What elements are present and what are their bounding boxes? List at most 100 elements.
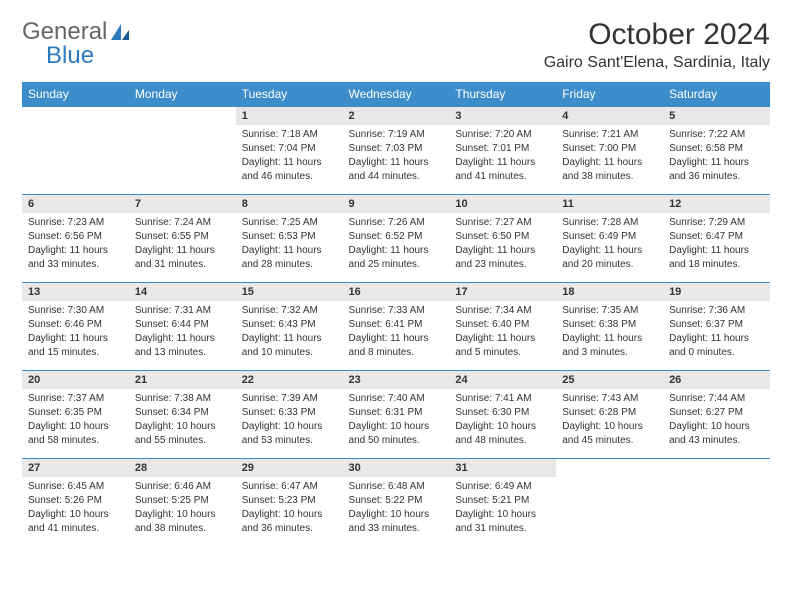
daylight-text-1: Daylight: 10 hours <box>135 508 230 522</box>
sunset-text: Sunset: 5:25 PM <box>135 494 230 508</box>
sunrise-text: Sunrise: 6:48 AM <box>349 480 444 494</box>
sunrise-text: Sunrise: 7:39 AM <box>242 392 337 406</box>
sunset-text: Sunset: 7:04 PM <box>242 142 337 156</box>
sunrise-text: Sunrise: 7:35 AM <box>562 304 657 318</box>
daylight-text-2: and 41 minutes. <box>28 522 123 536</box>
day-number: 22 <box>236 371 343 390</box>
sunrise-text: Sunrise: 7:32 AM <box>242 304 337 318</box>
day-number: 11 <box>556 195 663 214</box>
daylight-text-2: and 44 minutes. <box>349 170 444 184</box>
day-cell: Sunrise: 7:21 AMSunset: 7:00 PMDaylight:… <box>556 125 663 195</box>
daylight-text-2: and 18 minutes. <box>669 258 764 272</box>
day-cell: Sunrise: 6:45 AMSunset: 5:26 PMDaylight:… <box>22 477 129 546</box>
weekday-header: Monday <box>129 82 236 107</box>
daylight-text-1: Daylight: 10 hours <box>349 508 444 522</box>
day-data-row: Sunrise: 6:45 AMSunset: 5:26 PMDaylight:… <box>22 477 770 546</box>
day-cell <box>129 125 236 195</box>
weekday-header: Friday <box>556 82 663 107</box>
month-title: October 2024 <box>544 18 770 52</box>
day-number: 2 <box>343 107 450 126</box>
day-cell: Sunrise: 7:44 AMSunset: 6:27 PMDaylight:… <box>663 389 770 459</box>
sunrise-text: Sunrise: 7:27 AM <box>455 216 550 230</box>
daylight-text-2: and 46 minutes. <box>242 170 337 184</box>
daylight-text-2: and 5 minutes. <box>455 346 550 360</box>
sunset-text: Sunset: 6:30 PM <box>455 406 550 420</box>
daylight-text-1: Daylight: 10 hours <box>455 420 550 434</box>
sunrise-text: Sunrise: 7:38 AM <box>135 392 230 406</box>
sunrise-text: Sunrise: 7:41 AM <box>455 392 550 406</box>
day-cell: Sunrise: 7:36 AMSunset: 6:37 PMDaylight:… <box>663 301 770 371</box>
daylight-text-1: Daylight: 11 hours <box>562 332 657 346</box>
sunset-text: Sunset: 6:28 PM <box>562 406 657 420</box>
sunrise-text: Sunrise: 7:28 AM <box>562 216 657 230</box>
day-cell: Sunrise: 6:49 AMSunset: 5:21 PMDaylight:… <box>449 477 556 546</box>
day-number: 7 <box>129 195 236 214</box>
day-number <box>22 107 129 126</box>
daylight-text-2: and 38 minutes. <box>562 170 657 184</box>
sunrise-text: Sunrise: 7:31 AM <box>135 304 230 318</box>
sunrise-text: Sunrise: 7:21 AM <box>562 128 657 142</box>
sunrise-text: Sunrise: 6:45 AM <box>28 480 123 494</box>
daylight-text-1: Daylight: 10 hours <box>242 508 337 522</box>
daylight-text-1: Daylight: 10 hours <box>135 420 230 434</box>
daylight-text-1: Daylight: 10 hours <box>562 420 657 434</box>
day-number <box>663 459 770 478</box>
day-cell: Sunrise: 7:28 AMSunset: 6:49 PMDaylight:… <box>556 213 663 283</box>
day-number-row: 2728293031 <box>22 459 770 478</box>
day-number: 9 <box>343 195 450 214</box>
daylight-text-1: Daylight: 11 hours <box>455 244 550 258</box>
daylight-text-1: Daylight: 11 hours <box>28 244 123 258</box>
sunrise-text: Sunrise: 6:46 AM <box>135 480 230 494</box>
day-cell: Sunrise: 7:24 AMSunset: 6:55 PMDaylight:… <box>129 213 236 283</box>
daylight-text-1: Daylight: 11 hours <box>242 156 337 170</box>
sunset-text: Sunset: 5:23 PM <box>242 494 337 508</box>
sunrise-text: Sunrise: 7:34 AM <box>455 304 550 318</box>
sunset-text: Sunset: 6:49 PM <box>562 230 657 244</box>
day-cell: Sunrise: 7:20 AMSunset: 7:01 PMDaylight:… <box>449 125 556 195</box>
daylight-text-1: Daylight: 10 hours <box>455 508 550 522</box>
sunset-text: Sunset: 6:33 PM <box>242 406 337 420</box>
daylight-text-1: Daylight: 11 hours <box>28 332 123 346</box>
weekday-header: Wednesday <box>343 82 450 107</box>
weekday-header: Tuesday <box>236 82 343 107</box>
day-cell <box>556 477 663 546</box>
sunset-text: Sunset: 6:27 PM <box>669 406 764 420</box>
daylight-text-2: and 28 minutes. <box>242 258 337 272</box>
daylight-text-1: Daylight: 11 hours <box>242 332 337 346</box>
day-number: 13 <box>22 283 129 302</box>
sunset-text: Sunset: 6:46 PM <box>28 318 123 332</box>
sunset-text: Sunset: 6:31 PM <box>349 406 444 420</box>
day-cell: Sunrise: 7:37 AMSunset: 6:35 PMDaylight:… <box>22 389 129 459</box>
daylight-text-2: and 13 minutes. <box>135 346 230 360</box>
sunset-text: Sunset: 7:00 PM <box>562 142 657 156</box>
day-number: 20 <box>22 371 129 390</box>
sunrise-text: Sunrise: 7:30 AM <box>28 304 123 318</box>
day-cell: Sunrise: 7:33 AMSunset: 6:41 PMDaylight:… <box>343 301 450 371</box>
daylight-text-1: Daylight: 11 hours <box>669 244 764 258</box>
day-number-row: 20212223242526 <box>22 371 770 390</box>
sunset-text: Sunset: 6:47 PM <box>669 230 764 244</box>
day-cell: Sunrise: 7:29 AMSunset: 6:47 PMDaylight:… <box>663 213 770 283</box>
sunset-text: Sunset: 6:53 PM <box>242 230 337 244</box>
day-number: 8 <box>236 195 343 214</box>
sunset-text: Sunset: 5:22 PM <box>349 494 444 508</box>
day-number: 1 <box>236 107 343 126</box>
day-cell: Sunrise: 7:19 AMSunset: 7:03 PMDaylight:… <box>343 125 450 195</box>
daylight-text-2: and 53 minutes. <box>242 434 337 448</box>
day-number: 19 <box>663 283 770 302</box>
day-number <box>556 459 663 478</box>
daylight-text-2: and 48 minutes. <box>455 434 550 448</box>
daylight-text-2: and 8 minutes. <box>349 346 444 360</box>
day-number: 12 <box>663 195 770 214</box>
sunset-text: Sunset: 6:56 PM <box>28 230 123 244</box>
day-number-row: 6789101112 <box>22 195 770 214</box>
day-number: 26 <box>663 371 770 390</box>
daylight-text-1: Daylight: 11 hours <box>135 332 230 346</box>
day-number: 16 <box>343 283 450 302</box>
sunset-text: Sunset: 7:01 PM <box>455 142 550 156</box>
daylight-text-1: Daylight: 11 hours <box>669 156 764 170</box>
day-cell: Sunrise: 7:27 AMSunset: 6:50 PMDaylight:… <box>449 213 556 283</box>
day-number: 29 <box>236 459 343 478</box>
weekday-header: Sunday <box>22 82 129 107</box>
sunrise-text: Sunrise: 7:29 AM <box>669 216 764 230</box>
